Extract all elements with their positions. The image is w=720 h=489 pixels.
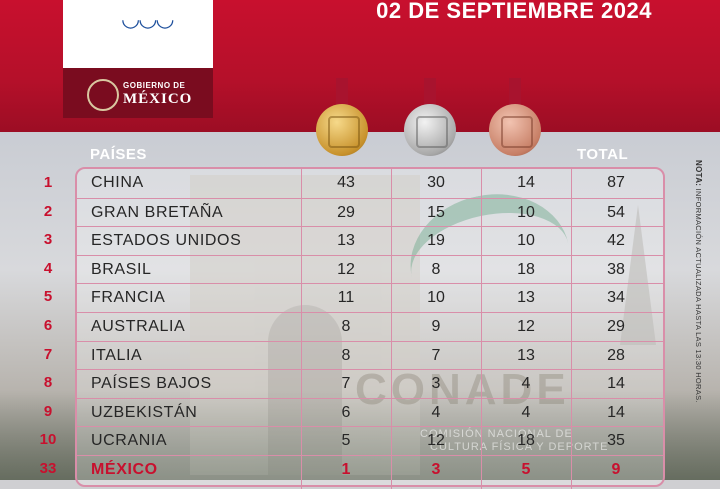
note-label: NOTA: <box>694 160 703 187</box>
gold-count-cell: 13 <box>337 232 355 250</box>
country-cell: ESTADOS UNIDOS <box>91 232 242 250</box>
total-count-cell: 54 <box>607 203 625 221</box>
bronze-count-cell: 13 <box>517 289 535 307</box>
gold-count-cell: 1 <box>341 461 351 478</box>
silver-count-cell: 8 <box>431 260 441 278</box>
total-count-cell: 14 <box>607 403 625 421</box>
total-count-cell: 38 <box>607 260 625 278</box>
rank-number: 33 <box>39 460 57 477</box>
gobierno-line2: MÉXICO <box>123 91 193 107</box>
country-cell: PAÍSES BAJOS <box>91 375 212 393</box>
gobierno-line1: GOBIERNO DE <box>123 81 186 90</box>
country-cell: UCRANIA <box>91 432 168 450</box>
silver-count-cell: 15 <box>427 203 445 221</box>
gold-count-cell: 6 <box>341 403 351 421</box>
table-row: AUSTRALIA 8 9 12 29 <box>77 312 663 342</box>
total-count-cell: 9 <box>611 461 621 478</box>
table-row: GRAN BRETAÑA 29 15 10 54 <box>77 197 663 228</box>
bronze-count-cell: 10 <box>517 232 535 250</box>
total-count-cell: 34 <box>607 289 625 307</box>
total-count-cell: 42 <box>607 232 625 250</box>
total-count-cell: 87 <box>607 174 625 191</box>
bronze-count-cell: 14 <box>517 174 535 191</box>
gold-count-cell: 8 <box>341 346 351 364</box>
table-row: MÉXICO 1 3 5 9 <box>77 455 663 485</box>
silver-count-cell: 4 <box>431 403 441 421</box>
paralympic-logo-card: ◡◡◡ <box>63 0 213 68</box>
rank-number: 4 <box>43 259 53 277</box>
rank-number: 8 <box>43 374 53 392</box>
bronze-count-cell: 10 <box>517 203 535 221</box>
gold-count-cell: 43 <box>337 174 355 191</box>
silver-count-cell: 3 <box>431 461 441 478</box>
rank-number: 2 <box>43 202 53 220</box>
silver-count-cell: 10 <box>427 289 445 307</box>
rank-number: 5 <box>43 288 53 306</box>
date-title: 02 DE SEPTIEMBRE 2024 <box>376 0 652 23</box>
bronze-count-cell: 4 <box>521 403 531 421</box>
gold-count-cell: 7 <box>341 375 351 393</box>
gold-count-cell: 8 <box>341 318 351 335</box>
bronze-count-cell: 13 <box>517 346 535 364</box>
gold-count-cell: 12 <box>337 260 355 278</box>
gold-count-cell: 11 <box>337 289 355 307</box>
table-row: CHINA 43 30 14 87 <box>77 169 663 198</box>
gold-count-cell: 5 <box>341 432 351 450</box>
watermark-brand: CONADE <box>355 365 570 414</box>
table-row: FRANCIA 11 10 13 34 <box>77 283 663 313</box>
note-text: INFORMACIÓN ACTUALIZADA HASTA LAS 13:30 … <box>694 188 703 403</box>
silver-count-cell: 3 <box>431 375 441 393</box>
trees-image <box>0 390 720 480</box>
total-count-cell: 14 <box>607 375 625 393</box>
country-cell: MÉXICO <box>91 461 158 478</box>
country-cell: BRASIL <box>91 260 152 278</box>
table-row: PAÍSES BAJOS 7 3 4 14 <box>77 369 663 399</box>
header-paises: PAÍSES <box>90 146 147 163</box>
total-count-cell: 29 <box>607 318 625 335</box>
bronze-count-cell: 4 <box>521 375 531 393</box>
table-row: ITALIA 8 7 13 28 <box>77 340 663 371</box>
rank-number: 9 <box>43 402 53 420</box>
country-cell: FRANCIA <box>91 289 166 307</box>
total-count-cell: 28 <box>607 346 625 364</box>
rank-number: 6 <box>43 317 53 334</box>
country-cell: ITALIA <box>91 346 143 364</box>
rank-number: 1 <box>43 174 53 191</box>
country-cell: AUSTRALIA <box>91 318 186 335</box>
silver-count-cell: 12 <box>427 432 445 450</box>
update-note: NOTA: INFORMACIÓN ACTUALIZADA HASTA LAS … <box>694 160 703 403</box>
silver-count-cell: 30 <box>427 174 445 191</box>
silver-count-cell: 9 <box>431 318 441 335</box>
gold-count-cell: 29 <box>337 203 355 221</box>
total-count-cell: 35 <box>607 432 625 450</box>
bronze-count-cell: 18 <box>517 432 535 450</box>
country-cell: CHINA <box>91 174 144 191</box>
watermark-line1: COMISIÓN NACIONAL DE <box>420 428 573 440</box>
mexico-seal-icon <box>87 79 119 111</box>
header-total: TOTAL <box>577 146 629 163</box>
bronze-medal-icon <box>489 78 541 160</box>
table-row: BRASIL 12 8 18 38 <box>77 254 663 285</box>
gold-medal-icon <box>316 78 368 160</box>
table-row: ESTADOS UNIDOS 13 19 10 42 <box>77 226 663 256</box>
silver-count-cell: 19 <box>427 232 445 250</box>
bronze-count-cell: 18 <box>517 260 535 278</box>
gobierno-logo: GOBIERNO DE MÉXICO <box>63 68 213 118</box>
watermark-line2: CULTURA FÍSICA Y DEPORTE <box>430 441 609 453</box>
medal-table: CHINA 43 30 14 87 GRAN BRETAÑA 29 15 10 54 ESTADOS… <box>75 167 665 489</box>
rank-number: 3 <box>43 231 53 249</box>
bronze-count-cell: 5 <box>521 461 531 478</box>
rank-number: 10 <box>39 431 57 449</box>
paralympic-agitos-icon: ◡◡◡ <box>121 6 175 31</box>
country-cell: GRAN BRETAÑA <box>91 203 224 221</box>
bronze-count-cell: 12 <box>517 318 535 335</box>
silver-count-cell: 7 <box>431 346 441 364</box>
table-row: UZBEKISTÁN 6 4 4 14 <box>77 397 663 428</box>
silver-medal-icon <box>404 78 456 160</box>
rank-number: 7 <box>43 345 53 363</box>
country-cell: UZBEKISTÁN <box>91 403 198 421</box>
table-row: UCRANIA 5 12 18 35 <box>77 426 663 456</box>
eiffel-tower-image <box>620 205 656 345</box>
header-banner: ◡◡◡ GOBIERNO DE MÉXICO 02 DE SEPTIEMBRE … <box>0 0 720 132</box>
